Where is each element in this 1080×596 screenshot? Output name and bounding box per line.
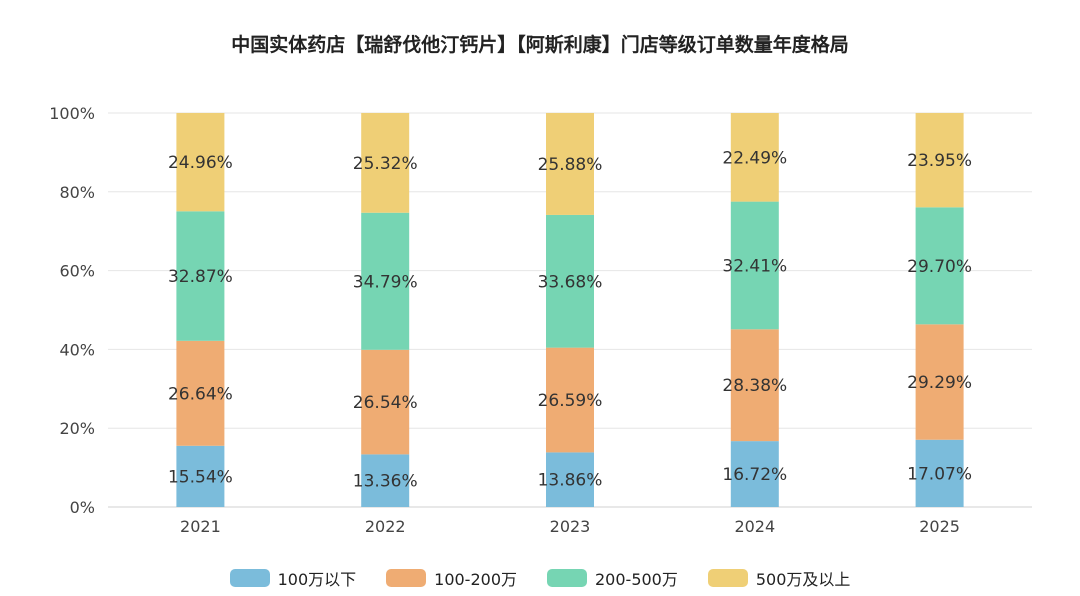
bar-segment	[176, 211, 225, 341]
legend-label: 100万以下	[277, 570, 357, 589]
legend-swatch	[547, 569, 587, 587]
data-label: 22.49%	[722, 148, 787, 168]
data-label: 26.54%	[353, 393, 418, 413]
data-label: 13.86%	[538, 471, 603, 491]
chart-title: 中国实体药店【瑞舒伐他汀钙片】【阿斯利康】门店等级订单数量年度格局	[231, 34, 849, 56]
bar-segment	[176, 445, 225, 507]
data-label: 32.87%	[168, 267, 233, 287]
legend-item: 200-500万	[547, 566, 678, 590]
data-label: 33.68%	[538, 272, 603, 292]
bar-segment	[915, 207, 964, 325]
x-tick-label: 2025	[919, 517, 960, 536]
y-tick-label: 0%	[70, 498, 95, 517]
bar-segment	[730, 201, 779, 330]
bar-segment	[730, 441, 779, 507]
legend-swatch	[229, 569, 270, 587]
chart-plot: 0% 20% 40% 60% 80% 100% 15.54% 26.64% 32.87% 24.9…	[49, 104, 1032, 536]
data-label: 13.36%	[353, 472, 418, 492]
data-label: 26.59%	[538, 391, 603, 411]
bar-segment	[915, 324, 964, 440]
x-tick-label: 2021	[180, 517, 221, 536]
bar-segment	[546, 347, 594, 453]
bar-segment	[730, 329, 779, 442]
data-label: 25.88%	[538, 155, 603, 175]
x-tick-label: 2023	[550, 517, 591, 536]
bar-segment	[176, 340, 225, 446]
data-label: 28.38%	[722, 376, 787, 396]
data-label: 29.70%	[907, 257, 972, 277]
x-tick-label: 2024	[734, 517, 775, 536]
legend-label: 200-500万	[595, 570, 678, 589]
data-label: 29.29%	[907, 373, 972, 393]
data-label: 25.32%	[353, 154, 418, 174]
legend: 100万以下 100-200万 200-500万 500万及以上	[0, 566, 1080, 590]
data-label: 24.96%	[168, 153, 233, 173]
legend-swatch	[386, 569, 427, 587]
bar-segment	[176, 112, 225, 212]
bar-segment	[361, 349, 410, 455]
y-tick-label: 100%	[49, 104, 95, 123]
legend-item: 100-200万	[386, 566, 517, 590]
data-label: 23.95%	[907, 151, 972, 171]
bar-segment	[546, 214, 594, 348]
data-label: 16.72%	[722, 465, 787, 485]
legend-label: 500万及以上	[755, 570, 851, 589]
legend-swatch	[707, 569, 748, 587]
bar-segment	[361, 454, 410, 507]
legend-item: 500万及以上	[707, 566, 851, 590]
y-tick-label: 40%	[59, 340, 95, 359]
bar-segment	[546, 452, 594, 507]
bar-segment	[546, 112, 594, 215]
data-label: 32.41%	[722, 256, 787, 276]
bar-segment	[361, 212, 410, 350]
y-tick-label: 80%	[59, 183, 95, 202]
legend-label: 100-200万	[434, 570, 517, 589]
bar-segment	[915, 439, 964, 507]
data-label: 26.64%	[168, 384, 233, 404]
y-tick-label: 60%	[59, 262, 95, 281]
bar-segment	[915, 112, 964, 208]
x-tick-label: 2022	[365, 517, 406, 536]
data-label: 15.54%	[168, 467, 233, 487]
legend-item: 100万以下	[229, 566, 357, 590]
y-tick-label: 20%	[59, 419, 95, 438]
bar-segment	[361, 112, 410, 213]
data-label: 17.07%	[907, 464, 972, 484]
data-label: 34.79%	[353, 272, 418, 292]
bar-segment	[730, 113, 779, 202]
